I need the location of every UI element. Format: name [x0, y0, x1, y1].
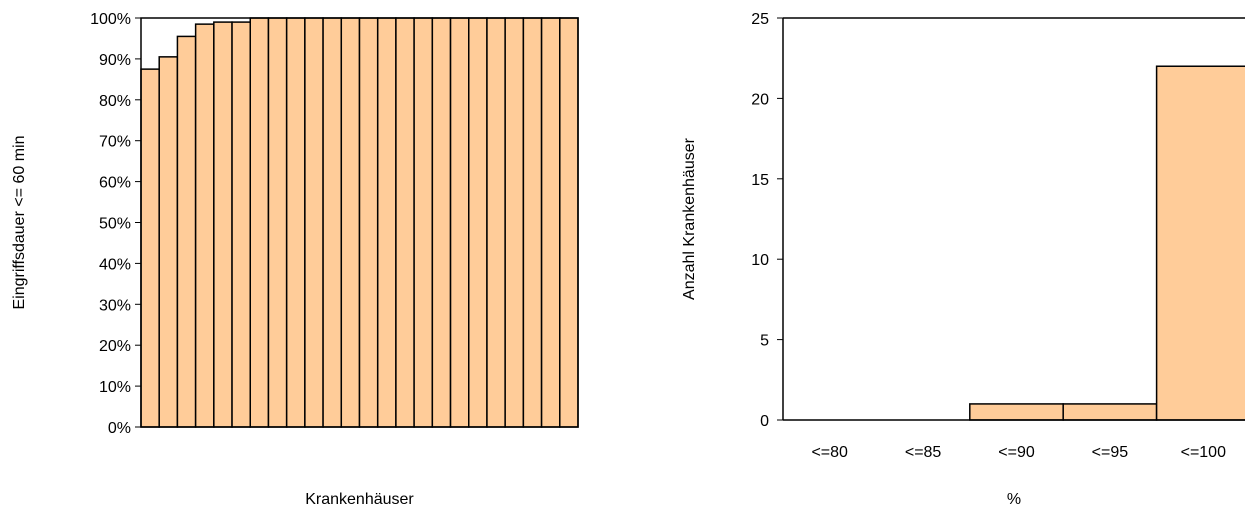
right-y-tick-label: 25: [751, 11, 769, 28]
left-y-tick-label: 0%: [108, 420, 131, 437]
bar-hospital-24: [559, 17, 579, 428]
right-x-tick-label: <=80: [811, 444, 848, 461]
bar-hospital-16: [413, 17, 434, 428]
bar-hospital-20: [486, 17, 506, 428]
right-y-ticks: 0 5 10 15 20 25: [751, 11, 783, 430]
bar-hospital-3: [176, 35, 197, 428]
bar-le-90: [969, 403, 1064, 421]
bar-hospital-15: [395, 17, 415, 428]
bar-hospital-17: [431, 17, 452, 428]
left-y-tick-label: 50%: [99, 216, 131, 233]
bar-le-95: [1062, 403, 1158, 421]
bar-hospital-1: [140, 68, 160, 428]
right-y-tick-label: 0: [760, 413, 769, 430]
left-y-tick-label: 60%: [99, 175, 131, 192]
bar-hospital-18: [449, 17, 470, 428]
right-chart-bars: [969, 65, 1245, 421]
right-y-axis-label: Anzahl Krankenhäuser: [681, 137, 698, 300]
left-bar-chart: 0% 10% 20% 30% 40% 50% 60% 70% 80% 90% 100% Kranke…: [11, 11, 579, 508]
left-y-tick-label: 20%: [99, 338, 131, 355]
bar-hospital-13: [358, 17, 379, 428]
left-y-tick-label: 70%: [99, 134, 131, 151]
bar-hospital-12: [340, 17, 361, 428]
left-y-tick-label: 80%: [99, 93, 131, 110]
bar-hospital-2: [158, 56, 179, 428]
left-y-axis-label: Eingriffsdauer <= 60 min: [11, 135, 28, 309]
bar-hospital-5: [213, 21, 233, 428]
right-x-ticks: <=80 <=85 <=90 <=95 <=100: [811, 444, 1226, 461]
bar-hospital-19: [468, 17, 488, 428]
right-y-tick-label: 20: [751, 91, 769, 108]
bar-hospital-4: [194, 23, 215, 428]
bar-hospital-6: [231, 21, 252, 428]
bar-hospital-21: [504, 17, 525, 428]
bar-hospital-22: [522, 17, 543, 428]
left-x-axis-label: Krankenhäuser: [305, 491, 414, 508]
right-x-tick-label: <=90: [998, 444, 1035, 461]
right-x-tick-label: <=85: [905, 444, 942, 461]
right-y-tick-label: 15: [751, 172, 769, 189]
right-histogram-chart: 0 5 10 15 20 25 <=80 <=85 <=90 <=95 <=100 % Anzah…: [681, 11, 1245, 508]
bar-hospital-23: [540, 17, 561, 428]
left-y-ticks: 0% 10% 20% 30% 40% 50% 60% 70% 80% 90% 100%: [90, 11, 141, 437]
right-chart-axes: [782, 17, 1245, 421]
bar-hospital-8: [267, 17, 288, 428]
left-y-tick-label: 100%: [90, 11, 131, 28]
right-x-tick-label: <=95: [1092, 444, 1129, 461]
left-y-tick-label: 30%: [99, 297, 131, 314]
left-y-tick-label: 40%: [99, 256, 131, 273]
left-chart-bars: [140, 17, 579, 428]
right-x-tick-label: <=100: [1181, 444, 1226, 461]
bar-hospital-11: [322, 17, 343, 428]
bar-hospital-9: [285, 17, 306, 428]
bar-hospital-10: [304, 17, 324, 428]
right-y-tick-label: 5: [760, 333, 769, 350]
bar-hospital-7: [249, 17, 270, 428]
bar-le-100: [1155, 65, 1245, 421]
bar-hospital-14: [376, 17, 397, 428]
left-y-tick-label: 90%: [99, 52, 131, 69]
right-x-axis-label: %: [1007, 491, 1021, 508]
right-y-tick-label: 10: [751, 252, 769, 269]
left-y-tick-label: 10%: [99, 379, 131, 396]
